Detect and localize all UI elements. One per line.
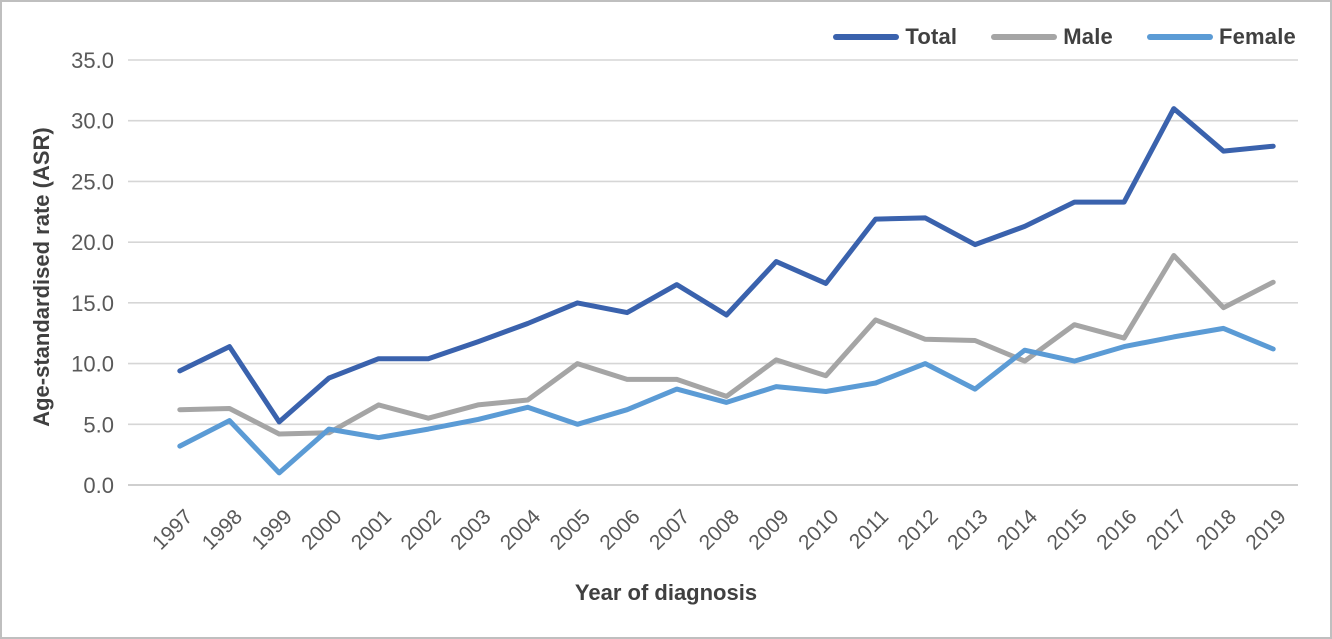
y-tick-label: 30.0 [71,109,114,134]
legend-swatch-male-line-icon [991,34,1058,40]
x-tick-label: 2014 [993,505,1043,555]
y-tick-label: 0.0 [83,473,114,498]
x-tick-label: 2003 [446,505,495,554]
x-tick-label: 2017 [1142,505,1191,554]
x-tick-label: 2006 [595,505,644,554]
legend-label: Male [1063,24,1113,49]
y-tick-label: 10.0 [71,352,114,377]
x-tick-label: 2019 [1241,505,1290,554]
legend-item-total: Total [833,24,957,50]
y-tick-label: 35.0 [71,48,114,73]
x-tick-label: 2011 [845,505,893,553]
x-tick-label: 2015 [1043,505,1092,554]
legend-label: Female [1218,24,1296,49]
x-tick-label: 2013 [943,505,992,554]
y-tick-label: 20.0 [71,230,114,255]
x-tick-label: 2009 [744,505,793,554]
x-tick-label: 2004 [496,505,546,555]
legend-swatch-total-line-icon [833,34,900,40]
x-tick-label: 2016 [1092,505,1141,554]
x-axis-title: Year of diagnosis [574,580,758,605]
series-line-female [177,325,1276,476]
x-tick-label: 2005 [546,505,595,554]
x-tick-label: 1999 [247,505,296,554]
legend-item-male: Male [991,24,1113,50]
x-tick-label: 1998 [198,505,247,554]
x-tick-label: 2012 [894,505,943,554]
y-tick-label: 15.0 [71,291,114,316]
x-tick-label: 2007 [645,505,694,554]
y-tick-label: 25.0 [71,169,114,194]
x-tick-label: 2001 [347,505,396,554]
series-line-male [177,253,1276,437]
x-tick-label: 2010 [794,505,843,554]
y-axis-title: Age-standardised rate (ASR) [29,127,54,427]
legend-item-female: Female [1146,24,1296,50]
x-tick-label: 2008 [695,505,744,554]
x-tick-label: 2018 [1192,505,1241,554]
x-tick-label: 1997 [148,505,197,554]
series-line-total [177,106,1276,425]
x-tick-label: 2002 [397,505,446,554]
y-tick-label: 5.0 [83,412,114,437]
x-tick-label: 2000 [297,505,346,554]
chart-legend: Total Male Female [833,24,1296,50]
legend-swatch-female-line-icon [1146,34,1213,40]
legend-label: Total [905,24,958,49]
